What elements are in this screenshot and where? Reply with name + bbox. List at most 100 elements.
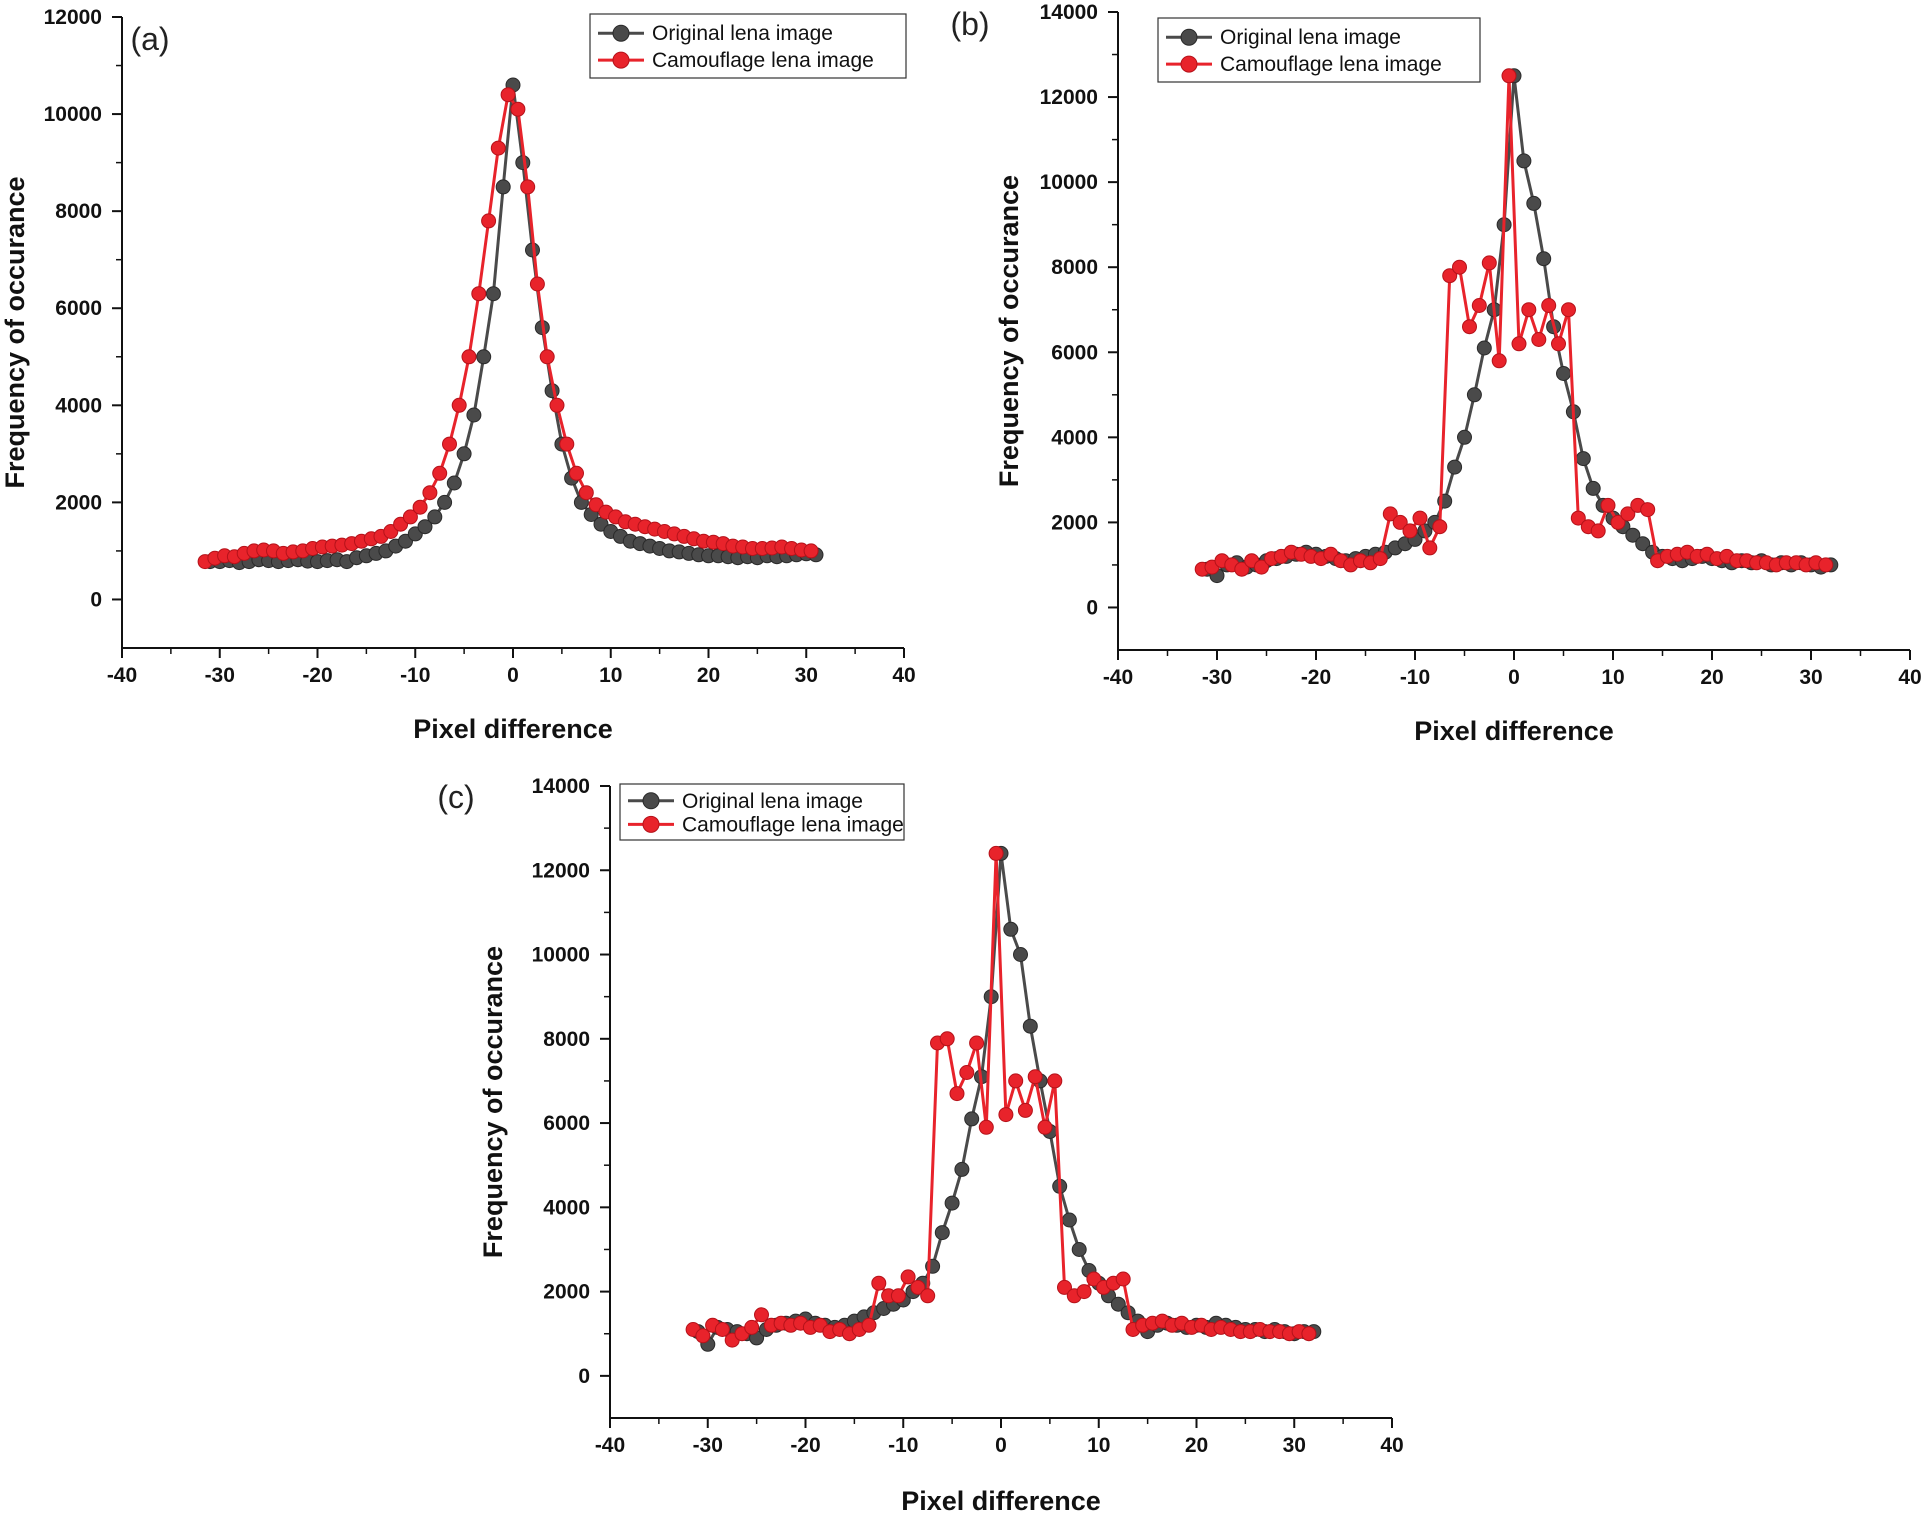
data-point-original xyxy=(1556,366,1571,381)
x-tick-label: 40 xyxy=(1898,666,1921,689)
data-point-original xyxy=(934,1225,950,1241)
y-axis-title: Frequency of occurance xyxy=(994,175,1024,487)
legend: Original lena image Camouflage lena image xyxy=(589,13,907,79)
data-point-original xyxy=(437,494,453,510)
data-point-original xyxy=(1022,1018,1038,1034)
x-tick-label: -20 xyxy=(302,664,332,687)
x-tick-label: 0 xyxy=(1508,666,1520,689)
data-point-original xyxy=(417,519,433,535)
series-line-camouflage xyxy=(204,93,812,564)
series-line-original xyxy=(210,83,817,565)
y-tick-label: 10000 xyxy=(44,103,102,126)
legend-entry: Camouflage lena image xyxy=(1220,53,1442,76)
data-point-original xyxy=(1071,1242,1087,1257)
x-tick-label: -20 xyxy=(1301,666,1331,689)
panel-label: (b) xyxy=(950,6,989,42)
data-point-camouflage xyxy=(754,1307,769,1323)
data-point-original xyxy=(1466,387,1482,403)
panel-label: (a) xyxy=(130,21,169,57)
data-point-original xyxy=(1110,1296,1126,1312)
y-tick-label: 12000 xyxy=(1040,86,1098,109)
data-point-camouflage xyxy=(529,276,545,292)
data-point-original xyxy=(427,509,443,525)
legend-box xyxy=(1157,17,1481,83)
data-point-camouflage xyxy=(569,465,584,481)
x-tick-label: 30 xyxy=(795,664,818,687)
data-point-original xyxy=(456,446,472,462)
data-point-camouflage xyxy=(714,1322,730,1337)
y-tick-label: 14000 xyxy=(1040,1,1098,24)
data-point-camouflage xyxy=(1115,1271,1131,1287)
y-tick-label: 2000 xyxy=(543,1281,590,1304)
data-point-camouflage xyxy=(1590,523,1606,539)
data-point-camouflage xyxy=(412,499,428,515)
series-line-camouflage xyxy=(1201,74,1827,571)
y-tick-label: 10000 xyxy=(532,944,590,967)
data-point-camouflage xyxy=(549,397,565,413)
data-point-camouflage xyxy=(861,1317,877,1333)
panel-a: -40 -30 -20 -10 0 10 20 30 40 0 2000 4000 6000 8000 10… xyxy=(0,6,916,744)
data-point-camouflage xyxy=(1422,540,1438,556)
x-tick-label: 40 xyxy=(892,664,915,687)
data-point-camouflage xyxy=(910,1279,926,1295)
x-tick-label: 10 xyxy=(1087,1434,1110,1457)
data-point-camouflage xyxy=(1640,502,1656,518)
data-point-camouflage xyxy=(1551,336,1566,352)
data-point-original xyxy=(1585,480,1601,496)
data-point-camouflage xyxy=(1402,523,1418,539)
y-tick-label: 8000 xyxy=(543,1028,590,1051)
legend-swatch-marker xyxy=(1180,55,1198,73)
data-point-camouflage xyxy=(1620,506,1636,522)
data-point-camouflage xyxy=(442,436,457,452)
x-tick-label: 20 xyxy=(697,664,720,687)
data-point-camouflage xyxy=(1452,259,1467,275)
data-point-camouflage xyxy=(1462,319,1477,335)
data-point-camouflage xyxy=(1372,551,1388,567)
x-tick-label: 10 xyxy=(599,664,622,687)
legend-entry: Original lena image xyxy=(652,22,833,45)
y-tick-label: 12000 xyxy=(44,6,102,29)
legend-entry: Original lena image xyxy=(1220,26,1401,49)
y-tick-label: 10000 xyxy=(1040,171,1098,194)
legend-swatch-marker xyxy=(642,792,660,810)
data-point-original xyxy=(1635,536,1651,552)
panel-c: -40 -30 -20 -10 0 10 20 30 40 0 2000 4000 6000 8000 10… xyxy=(437,775,1403,1516)
data-point-original xyxy=(944,1195,960,1211)
data-point-camouflage xyxy=(998,1107,1014,1123)
y-tick-label: 2000 xyxy=(1051,511,1098,534)
data-point-camouflage xyxy=(1600,497,1616,513)
data-point-original xyxy=(1476,340,1492,356)
data-point-camouflage xyxy=(559,436,575,452)
data-point-camouflage xyxy=(744,1319,760,1335)
data-point-camouflage xyxy=(969,1035,985,1051)
legend: Original lena image Camouflage lena image xyxy=(1157,17,1481,83)
data-point-camouflage xyxy=(1432,519,1448,535)
data-point-camouflage xyxy=(1442,268,1458,284)
y-axis-title: Frequency of occurance xyxy=(0,176,30,488)
data-point-camouflage xyxy=(1412,510,1428,526)
data-point-original xyxy=(1526,195,1542,211)
x-tick-label: -40 xyxy=(595,1434,625,1457)
data-point-camouflage xyxy=(490,140,506,156)
data-point-original xyxy=(485,286,501,302)
legend-swatch-marker xyxy=(642,815,660,833)
data-point-camouflage xyxy=(1086,1271,1102,1287)
y-axis-title: Frequency of occurance xyxy=(478,946,508,1258)
y-tick-label: 4000 xyxy=(543,1196,590,1219)
x-tick-label: 30 xyxy=(1799,666,1822,689)
x-tick-label: -20 xyxy=(790,1434,820,1457)
y-tick-label: 0 xyxy=(1086,596,1098,619)
y-tick-label: 6000 xyxy=(55,297,102,320)
data-point-original xyxy=(1061,1212,1077,1228)
y-tick-label: 8000 xyxy=(55,200,102,223)
data-point-camouflage xyxy=(939,1031,955,1047)
data-point-camouflage xyxy=(1570,510,1586,526)
data-point-camouflage xyxy=(422,485,438,501)
x-tick-label: -10 xyxy=(888,1434,918,1457)
y-tick-label: 4000 xyxy=(55,394,102,417)
data-point-camouflage xyxy=(510,101,526,117)
y-tick-label: 6000 xyxy=(1051,341,1098,364)
data-point-camouflage xyxy=(500,87,516,103)
data-point-original xyxy=(964,1111,980,1127)
